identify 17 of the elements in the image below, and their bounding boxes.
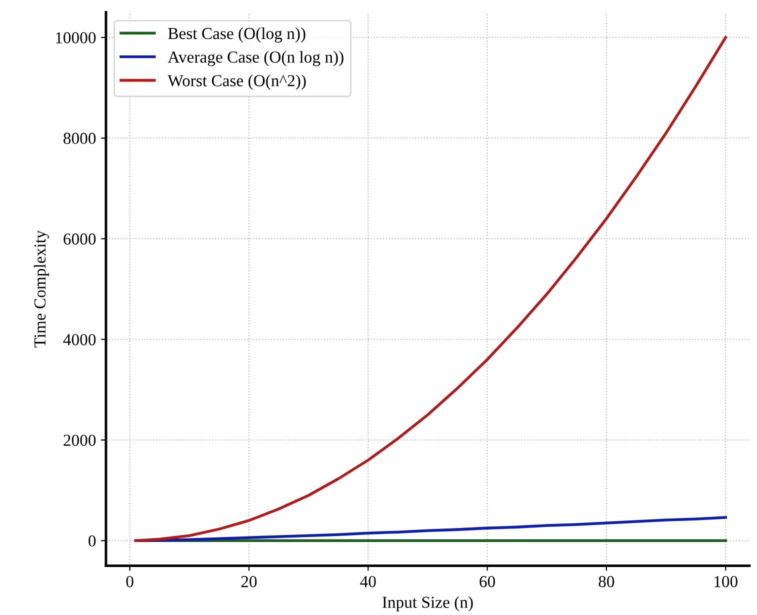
- legend-label: Best Case (O(log n)): [168, 27, 306, 43]
- x-tick-label: 20: [241, 576, 257, 588]
- x-axis-title: Input Size (n): [382, 596, 473, 612]
- y-axis-title: Time Complexity: [34, 230, 50, 348]
- y-tick-label: 2000: [64, 434, 96, 446]
- y-tick-label: 0: [88, 535, 96, 547]
- y-tick-label: 6000: [64, 233, 96, 245]
- y-tick-label: 10000: [56, 32, 96, 44]
- legend-label: Worst Case (O(n^2)): [168, 74, 306, 90]
- y-tick-label: 4000: [63, 334, 96, 346]
- x-tick-label: 80: [598, 576, 614, 588]
- x-tick-label: 0: [126, 576, 134, 588]
- y-tick-label: 8000: [64, 132, 96, 144]
- x-tick-label: 100: [714, 576, 738, 588]
- legend-label: Average Case (O(n log n)): [168, 51, 344, 66]
- x-tick-label: 60: [480, 576, 495, 588]
- x-tick-label: 40: [360, 576, 376, 588]
